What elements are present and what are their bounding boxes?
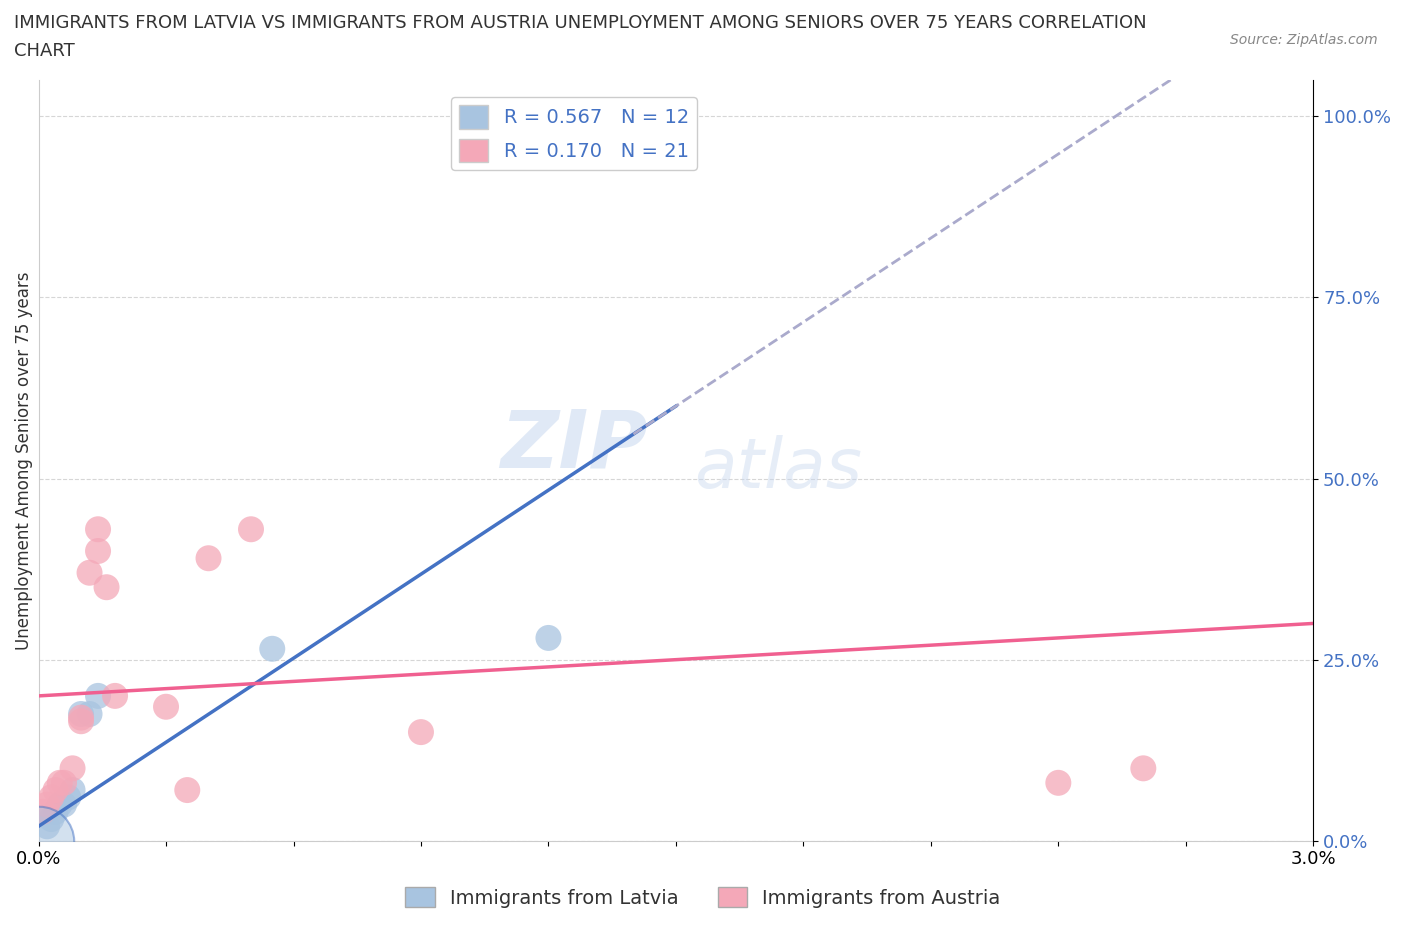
- Point: [45, 804, 67, 819]
- Text: ZIP: ZIP: [501, 406, 648, 485]
- Point: [53, 797, 76, 812]
- Point: [70, 707, 93, 722]
- Point: [62, 783, 84, 798]
- Point: [58, 790, 80, 804]
- Point: [39, 790, 62, 804]
- Point: [176, 783, 198, 798]
- Text: atlas: atlas: [695, 434, 862, 501]
- Point: [35, 797, 58, 812]
- Point: [1047, 776, 1070, 790]
- Point: [155, 699, 177, 714]
- Point: [262, 642, 284, 657]
- Point: [39, 812, 62, 827]
- Point: [49, 776, 72, 790]
- Point: [27, 833, 49, 848]
- Point: [197, 551, 219, 565]
- Point: [79, 707, 101, 722]
- Text: Source: ZipAtlas.com: Source: ZipAtlas.com: [1230, 33, 1378, 46]
- Point: [62, 761, 84, 776]
- Text: IMMIGRANTS FROM LATVIA VS IMMIGRANTS FROM AUSTRIA UNEMPLOYMENT AMONG SENIORS OVE: IMMIGRANTS FROM LATVIA VS IMMIGRANTS FRO…: [14, 14, 1147, 32]
- Point: [1132, 761, 1154, 776]
- Legend: Immigrants from Latvia, Immigrants from Austria: Immigrants from Latvia, Immigrants from …: [398, 880, 1008, 916]
- Point: [70, 714, 93, 729]
- Point: [87, 522, 110, 537]
- Point: [79, 565, 101, 580]
- Y-axis label: Unemployment Among Seniors over 75 years: Unemployment Among Seniors over 75 years: [15, 272, 32, 650]
- Point: [53, 776, 76, 790]
- Legend: R = 0.567   N = 12, R = 0.170   N = 21: R = 0.567 N = 12, R = 0.170 N = 21: [451, 98, 697, 170]
- Point: [49, 797, 72, 812]
- Point: [35, 818, 58, 833]
- Point: [31, 804, 53, 819]
- Point: [45, 783, 67, 798]
- Point: [537, 631, 560, 645]
- Point: [87, 688, 110, 703]
- Point: [96, 579, 118, 594]
- Point: [87, 543, 110, 558]
- Point: [104, 688, 127, 703]
- Text: CHART: CHART: [14, 42, 75, 60]
- Point: [240, 522, 263, 537]
- Point: [70, 711, 93, 725]
- Point: [409, 724, 432, 739]
